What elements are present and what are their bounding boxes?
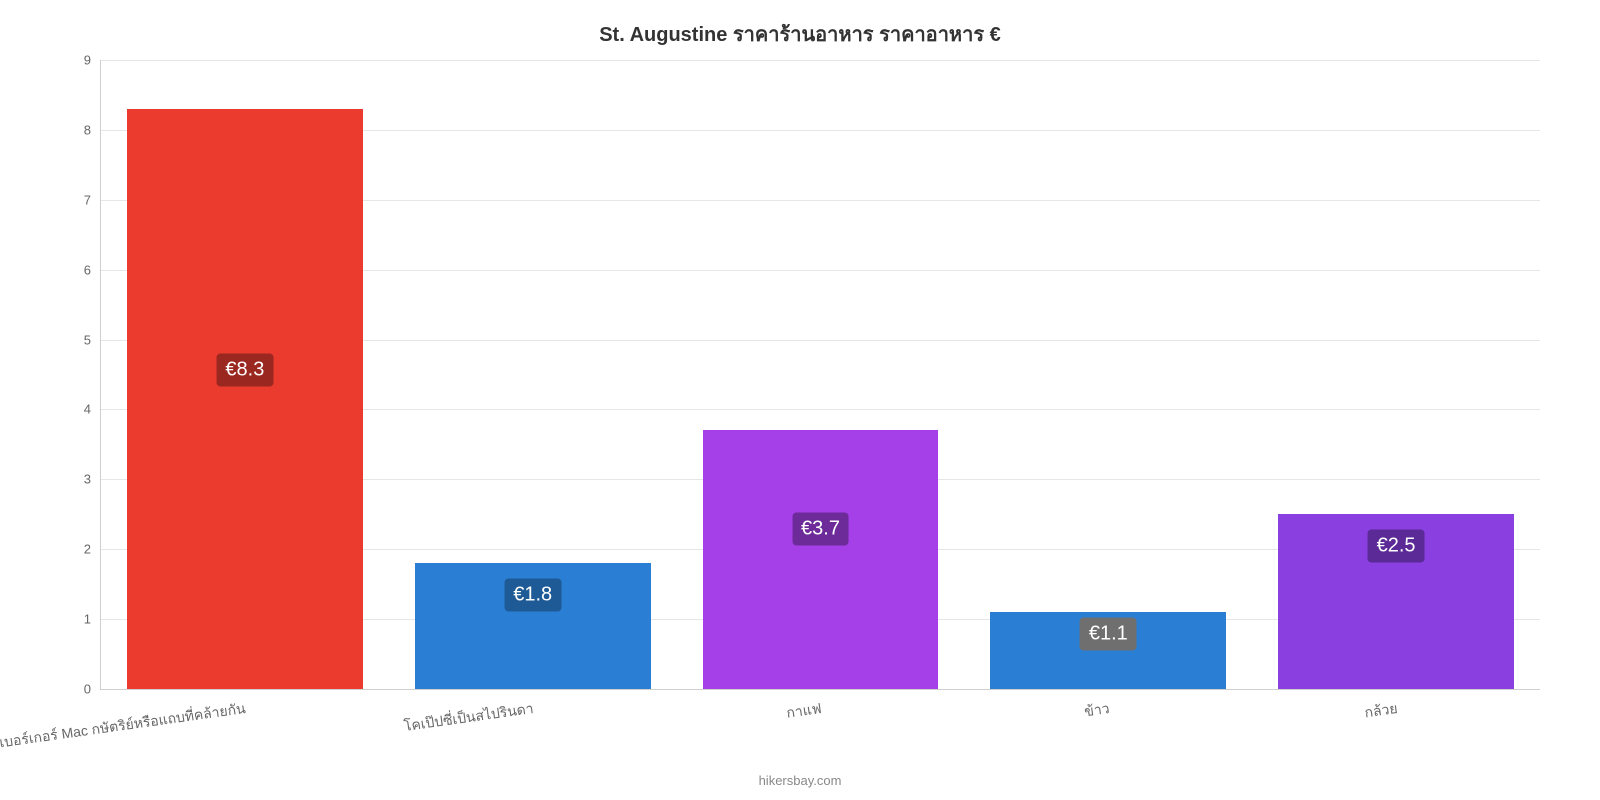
bar-value-badge: €2.5 bbox=[1368, 529, 1425, 562]
price-bar-chart: St. Augustine ราคาร้านอาหาร ราคาอาหาร € … bbox=[0, 0, 1600, 800]
y-tick-label: 0 bbox=[84, 682, 101, 697]
x-tick-label: ข้าว bbox=[1083, 698, 1111, 723]
bar-value-badge: €1.8 bbox=[504, 578, 561, 611]
x-tick-label: กาแฟ bbox=[785, 698, 823, 725]
y-tick-label: 2 bbox=[84, 542, 101, 557]
x-tick-label: กล้วย bbox=[1363, 698, 1399, 724]
bar-value-badge: €8.3 bbox=[216, 353, 273, 386]
y-tick-label: 9 bbox=[84, 53, 101, 68]
attribution-text: hikersbay.com bbox=[0, 773, 1600, 788]
y-tick-label: 8 bbox=[84, 122, 101, 137]
y-tick-label: 6 bbox=[84, 262, 101, 277]
y-tick-label: 4 bbox=[84, 402, 101, 417]
bar-value-badge: €3.7 bbox=[792, 512, 849, 545]
bar-value-labels: €8.3 €1.8 €3.7 €1.1 €2.5 bbox=[101, 60, 1540, 689]
y-tick-label: 5 bbox=[84, 332, 101, 347]
y-tick-label: 1 bbox=[84, 612, 101, 627]
x-tick-label: โคเป๊ปซี่เป็นสไปรินดา bbox=[403, 698, 535, 738]
chart-title: St. Augustine ราคาร้านอาหาร ราคาอาหาร € bbox=[0, 18, 1600, 50]
bar-value-badge: €1.1 bbox=[1080, 617, 1137, 650]
y-tick-label: 3 bbox=[84, 472, 101, 487]
y-tick-label: 7 bbox=[84, 192, 101, 207]
plot-area: 0123456789 €8.3€1.8€3.7€1.1€2.5 bbox=[100, 60, 1540, 690]
x-tick-label: เบอร์เกอร์ Mac กษัตริย์หรือแถบที่คล้ายกั… bbox=[0, 698, 247, 754]
